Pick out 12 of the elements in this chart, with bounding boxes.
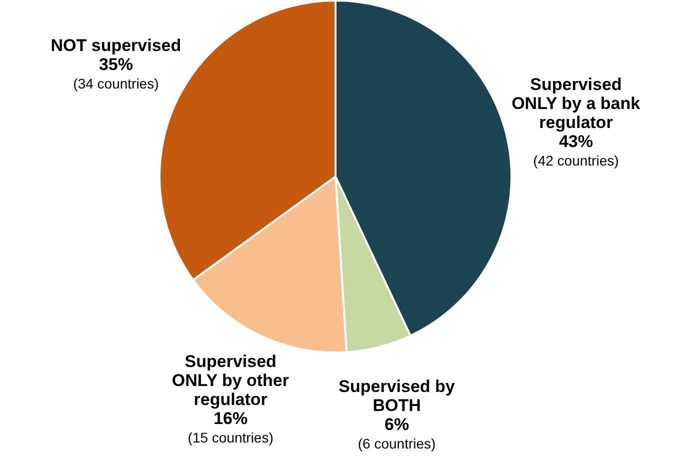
slice-label: Supervised ONLY by other regulator (172, 352, 290, 409)
text: (6 countries) (358, 436, 436, 452)
text: (42 countries) (533, 152, 619, 169)
data-label: 6% (384, 415, 410, 434)
text: (34 countries) (73, 76, 159, 92)
data-label: 16% (214, 408, 248, 428)
text: (15 countries) (188, 429, 274, 446)
data-label: 35% (98, 55, 133, 74)
slice-label: NOT supervised (50, 36, 182, 56)
data-label: 43% (558, 132, 593, 152)
slice-label: Supervised by BOTH (338, 377, 456, 416)
slice-label: Supervised ONLY by a bank regulator (512, 75, 641, 132)
